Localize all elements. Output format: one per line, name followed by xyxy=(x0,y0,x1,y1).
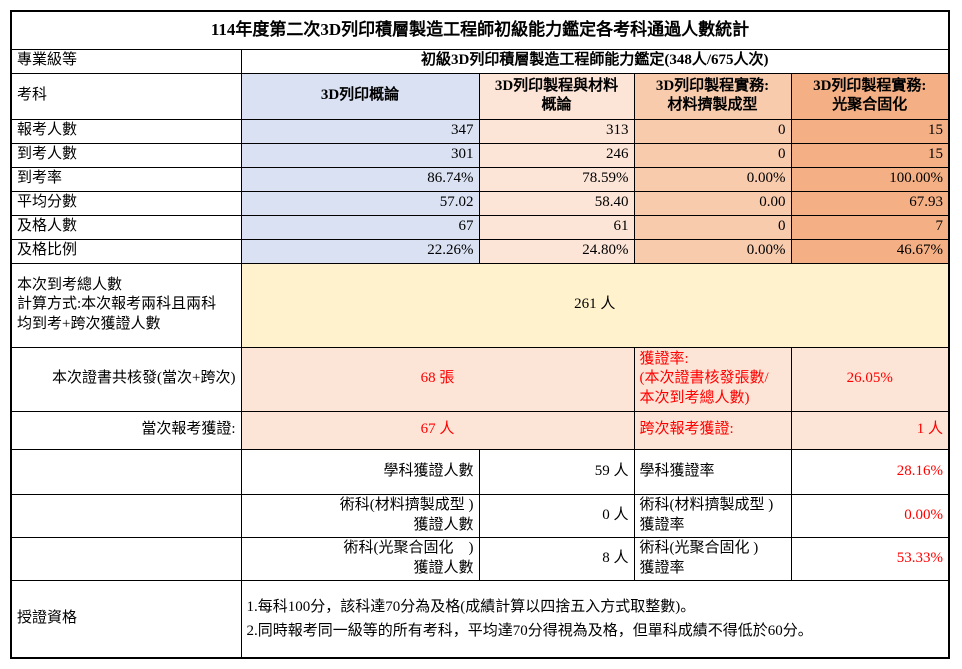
detail-rate-value: 0.00% xyxy=(790,493,950,538)
detail-rate-value: 53.33% xyxy=(790,536,950,581)
stat-value: 78.59% xyxy=(478,166,635,192)
stat-value: 347 xyxy=(240,118,480,144)
stat-label: 及格人數 xyxy=(10,214,242,240)
stat-value: 100.00% xyxy=(790,166,950,192)
stat-value: 61 xyxy=(478,214,635,240)
current-cert-value: 67 人 xyxy=(240,410,635,450)
level-label: 專業級等 xyxy=(10,48,242,74)
level-value: 初級3D列印積層製造工程師能力鑑定(348人/675人次) xyxy=(240,48,950,74)
stat-label: 及格比例 xyxy=(10,238,242,264)
detail-value: 0 人 xyxy=(478,493,635,538)
cert-issued-value: 68 張 xyxy=(240,346,635,412)
stat-value: 67 xyxy=(240,214,480,240)
attendance-total-value: 261 人 xyxy=(240,262,950,348)
subject-header-row: 考科 3D列印概論 3D列印製程與材料 概論 3D列印製程實務: 材料擠製成型 … xyxy=(10,72,950,120)
stat-value: 7 xyxy=(790,214,950,240)
empty-cell xyxy=(10,536,242,581)
stat-value: 57.02 xyxy=(240,190,480,216)
stat-value: 246 xyxy=(478,142,635,168)
detail-value: 8 人 xyxy=(478,536,635,581)
qualification-row: 授證資格 1.每科100分，該科達70分為及格(成績計算以四捨五入方式取整數)。… xyxy=(10,579,950,659)
stat-value: 15 xyxy=(790,118,950,144)
attendance-total-row: 本次到考總人數 計算方式:本次報考兩科且兩科 均到考+跨次獲證人數 261 人 xyxy=(10,262,950,348)
stat-value: 0 xyxy=(633,214,792,240)
detail-label: 術科(光聚合固化 ) 獲證人數 xyxy=(240,536,480,581)
stat-value: 86.74% xyxy=(240,166,480,192)
subject-col-materials: 3D列印製程與材料 概論 xyxy=(478,72,635,120)
stat-value: 0 xyxy=(633,142,792,168)
detail-label: 術科(材料擠製成型 ) 獲證人數 xyxy=(240,493,480,538)
stat-value: 0.00% xyxy=(633,166,792,192)
level-row: 專業級等 初級3D列印積層製造工程師能力鑑定(348人/675人次) xyxy=(10,48,950,74)
detail-rate-label: 術科(光聚合固化 ) 獲證率 xyxy=(633,536,792,581)
empty-cell xyxy=(10,493,242,538)
subjects-label: 考科 xyxy=(10,72,242,120)
stat-value: 313 xyxy=(478,118,635,144)
qualification-label: 授證資格 xyxy=(10,579,242,659)
cross-cert-label: 跨次報考獲證: xyxy=(633,410,792,450)
stat-value: 0 xyxy=(633,118,792,144)
stat-row-passed: 及格人數 67 61 0 7 xyxy=(10,214,950,240)
detail-rate-value: 28.16% xyxy=(790,448,950,495)
detail-label: 學科獲證人數 xyxy=(240,448,480,495)
detail-rate-label: 術科(材料擠製成型 ) 獲證率 xyxy=(633,493,792,538)
report-title: 114年度第二次3D列印積層製造工程師初級能力鑑定各考科通過人數統計 xyxy=(10,10,950,50)
cert-rate-label: 獲證率: (本次證書核發張數/ 本次到考總人數) xyxy=(633,346,792,412)
title-row: 114年度第二次3D列印積層製造工程師初級能力鑑定各考科通過人數統計 xyxy=(10,10,950,50)
stat-value: 301 xyxy=(240,142,480,168)
detail-rate-label: 學科獲證率 xyxy=(633,448,792,495)
exam-statistics-table: 114年度第二次3D列印積層製造工程師初級能力鑑定各考科通過人數統計 專業級等 … xyxy=(10,10,951,659)
stat-value: 0.00 xyxy=(633,190,792,216)
stat-row-attendance-rate: 到考率 86.74% 78.59% 0.00% 100.00% xyxy=(10,166,950,192)
current-cert-label: 當次報考獲證: xyxy=(10,410,242,450)
current-cert-row: 當次報考獲證: 67 人 跨次報考獲證: 1 人 xyxy=(10,410,950,450)
stat-row-pass-rate: 及格比例 22.26% 24.80% 0.00% 46.67% xyxy=(10,238,950,264)
subject-col-extrusion: 3D列印製程實務: 材料擠製成型 xyxy=(633,72,792,120)
detail-row-practical-extrusion: 術科(材料擠製成型 ) 獲證人數 0 人 術科(材料擠製成型 ) 獲證率 0.0… xyxy=(10,493,950,538)
stat-value: 24.80% xyxy=(478,238,635,264)
stat-value: 58.40 xyxy=(478,190,635,216)
stat-label: 報考人數 xyxy=(10,118,242,144)
stat-value: 46.67% xyxy=(790,238,950,264)
cross-cert-value: 1 人 xyxy=(790,410,950,450)
attendance-total-label: 本次到考總人數 計算方式:本次報考兩科且兩科 均到考+跨次獲證人數 xyxy=(10,262,242,348)
cert-issued-row: 本次證書共核發(當次+跨次) 68 張 獲證率: (本次證書核發張數/ 本次到考… xyxy=(10,346,950,412)
stat-row-average-score: 平均分數 57.02 58.40 0.00 67.93 xyxy=(10,190,950,216)
subject-col-intro: 3D列印概論 xyxy=(240,72,480,120)
stat-value: 67.93 xyxy=(790,190,950,216)
detail-row-practical-photopolymer: 術科(光聚合固化 ) 獲證人數 8 人 術科(光聚合固化 ) 獲證率 53.33… xyxy=(10,536,950,581)
detail-value: 59 人 xyxy=(478,448,635,495)
stat-value: 0.00% xyxy=(633,238,792,264)
stat-label: 平均分數 xyxy=(10,190,242,216)
stat-value: 22.26% xyxy=(240,238,480,264)
subject-col-photopolymer: 3D列印製程實務: 光聚合固化 xyxy=(790,72,950,120)
qualification-text: 1.每科100分，該科達70分為及格(成績計算以四捨五入方式取整數)。 2.同時… xyxy=(240,579,950,659)
stat-label: 到考人數 xyxy=(10,142,242,168)
cert-issued-label: 本次證書共核發(當次+跨次) xyxy=(10,346,242,412)
empty-cell xyxy=(10,448,242,495)
cert-rate-value: 26.05% xyxy=(790,346,950,412)
detail-row-written: 學科獲證人數 59 人 學科獲證率 28.16% xyxy=(10,448,950,495)
stat-row-attended: 到考人數 301 246 0 15 xyxy=(10,142,950,168)
stat-value: 15 xyxy=(790,142,950,168)
stat-label: 到考率 xyxy=(10,166,242,192)
stat-row-registered: 報考人數 347 313 0 15 xyxy=(10,118,950,144)
